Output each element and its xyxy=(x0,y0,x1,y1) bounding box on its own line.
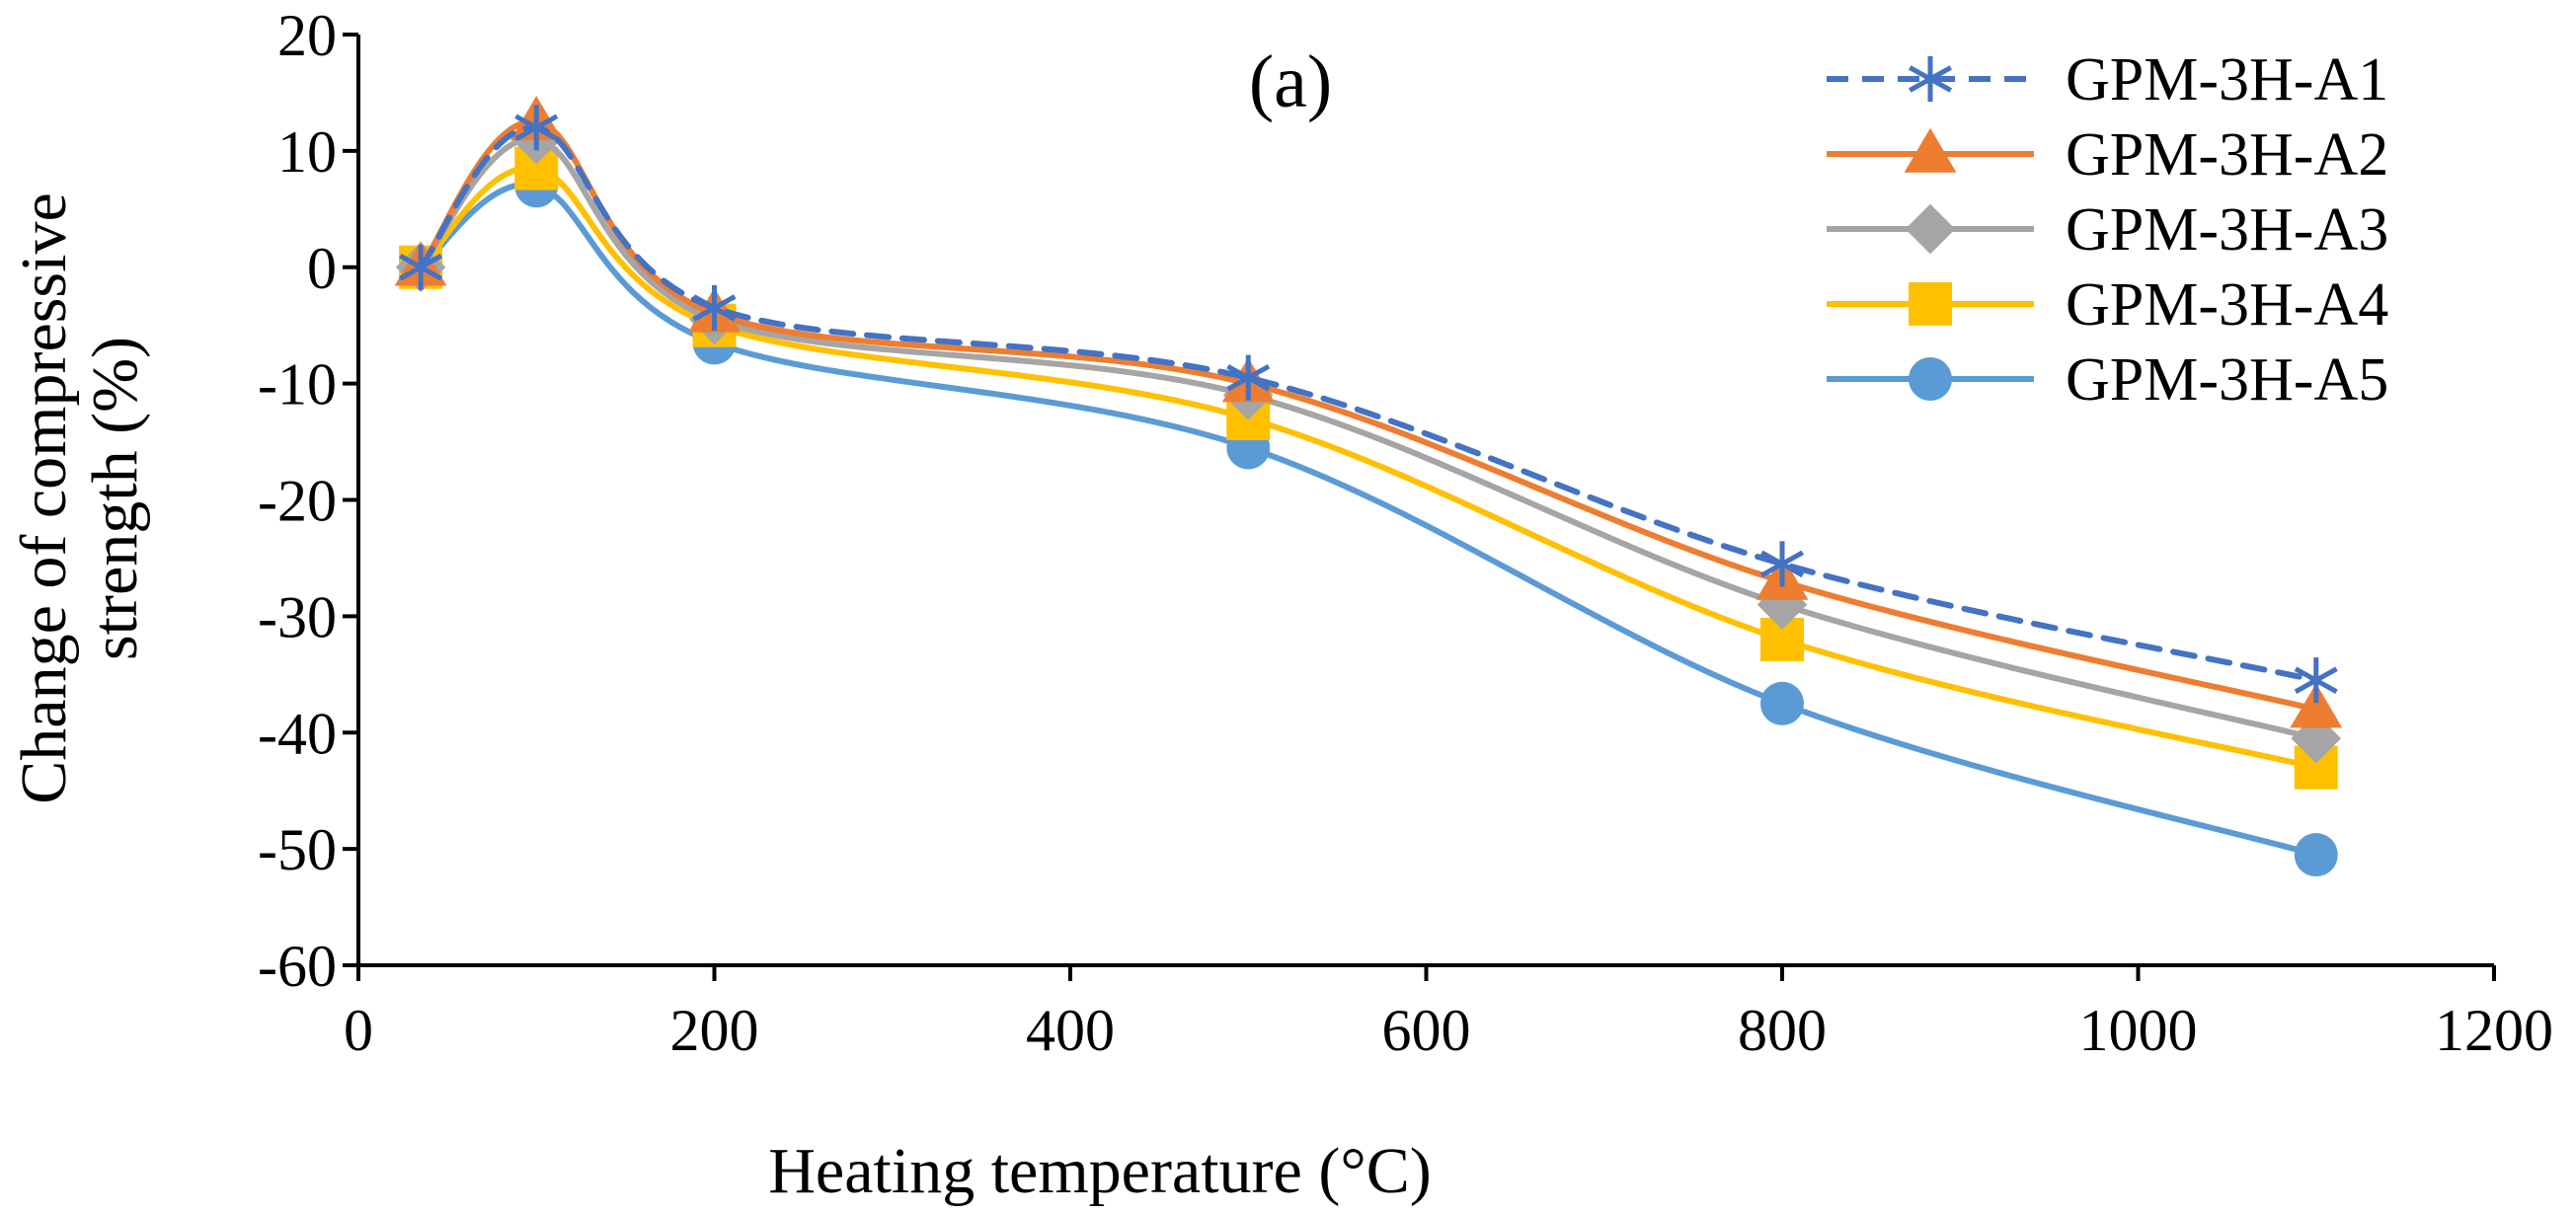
panel-label: (a) xyxy=(1249,40,1332,123)
data-point-gpm-3h-a1 xyxy=(399,244,443,290)
legend: GPM-3H-A1 GPM-3H-A2 GPM-3H-A3 GPM-3H-A4 GPM-… xyxy=(1827,46,2388,414)
data-point-gpm-3h-a1 xyxy=(2294,657,2338,704)
series-gpm-3h-a3 xyxy=(395,114,2342,764)
y-tick-label: 10 xyxy=(277,119,337,185)
y-tick-label: -20 xyxy=(258,469,337,534)
y-axis-title-line-2: strength (%) xyxy=(79,337,151,660)
series-gpm-3h-a5 xyxy=(399,164,2338,877)
x-tick-label: 1000 xyxy=(2079,998,2198,1063)
y-tick-label: 20 xyxy=(277,3,337,68)
legend-item-gpm-3h-a3: GPM-3H-A3 xyxy=(1827,196,2388,264)
legend-item-gpm-3h-a4: GPM-3H-A4 xyxy=(1827,271,2388,339)
asterisk-stroke xyxy=(2294,666,2338,694)
legend-label-gpm-3h-a5: GPM-3H-A5 xyxy=(2066,346,2388,414)
data-point-gpm-3h-a5 xyxy=(2294,833,2338,877)
legend-marker-gpm-3h-a1 xyxy=(1908,55,1953,103)
asterisk-stroke xyxy=(692,294,737,322)
x-tick-label: 400 xyxy=(1026,998,1115,1063)
series-line-gpm-3h-a4 xyxy=(418,164,2319,771)
data-point-gpm-3h-a1 xyxy=(514,105,559,151)
x-tick-label: 1200 xyxy=(2435,998,2553,1063)
legend-marker-gpm-3h-a3 xyxy=(1905,203,1956,255)
data-point-gpm-3h-a1 xyxy=(1759,541,1805,587)
legend-item-gpm-3h-a5: GPM-3H-A5 xyxy=(1827,346,2388,414)
y-tick-label: -40 xyxy=(258,701,337,766)
y-tick-label: 0 xyxy=(307,236,337,301)
legend-label-gpm-3h-a1: GPM-3H-A1 xyxy=(2066,46,2388,114)
legend-item-gpm-3h-a2: GPM-3H-A2 xyxy=(1827,121,2388,189)
x-tick-label: 600 xyxy=(1382,998,1471,1063)
x-axis-title: Heating temperature (°C) xyxy=(768,1135,1431,1207)
x-tick-label: 200 xyxy=(670,998,759,1063)
data-point-gpm-3h-a1 xyxy=(1226,354,1271,401)
y-axis-title-line-1: Change of compressive xyxy=(8,192,80,804)
legend-label-gpm-3h-a3: GPM-3H-A3 xyxy=(2066,196,2388,264)
series-gpm-3h-a4 xyxy=(399,146,2338,790)
legend-item-gpm-3h-a1: GPM-3H-A1 xyxy=(1827,46,2388,114)
y-tick-label: -60 xyxy=(258,934,337,999)
x-tick-label: 800 xyxy=(1738,998,1827,1063)
series-line-gpm-3h-a5 xyxy=(418,181,2319,859)
legend-marker-gpm-3h-a2 xyxy=(1904,127,1957,173)
legend-marker-gpm-3h-a4 xyxy=(1909,282,1952,326)
legend-label-gpm-3h-a2: GPM-3H-A2 xyxy=(2066,121,2388,189)
series-layer xyxy=(394,96,2343,877)
legend-marker-gpm-3h-a5 xyxy=(1909,357,1952,401)
asterisk-stroke xyxy=(399,254,443,281)
asterisk-stroke xyxy=(1759,550,1805,578)
axes-layer xyxy=(343,33,2496,981)
data-point-gpm-3h-a5 xyxy=(1760,681,1804,725)
y-tick-label: -10 xyxy=(258,352,337,417)
legend-label-gpm-3h-a4: GPM-3H-A4 xyxy=(2066,271,2388,339)
series-gpm-3h-a1 xyxy=(399,105,2338,704)
asterisk-stroke xyxy=(1226,363,1271,392)
y-tick-label: -50 xyxy=(258,817,337,882)
data-point-gpm-3h-a1 xyxy=(692,284,737,332)
data-point-gpm-3h-a2 xyxy=(2290,683,2343,728)
asterisk-stroke xyxy=(514,114,559,142)
y-tick-label: -30 xyxy=(258,584,337,649)
asterisk-stroke xyxy=(1908,65,1953,93)
series-line-gpm-3h-a1 xyxy=(418,124,2319,684)
x-tick-label: 0 xyxy=(344,998,373,1063)
